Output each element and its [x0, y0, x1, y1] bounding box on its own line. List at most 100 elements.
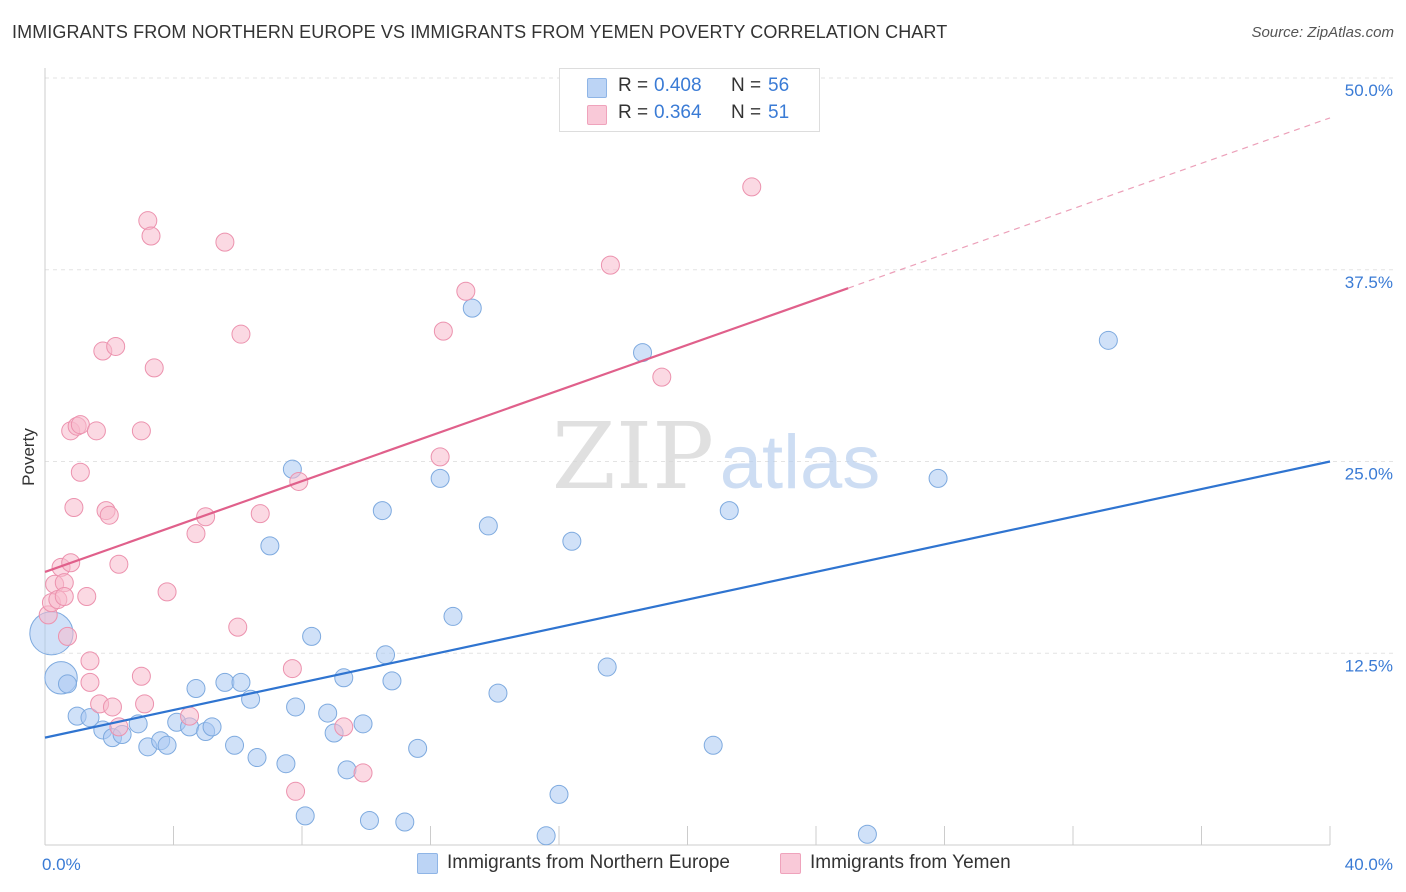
grid-lines [45, 77, 1393, 654]
legend-swatch-northern-europe [417, 853, 438, 874]
point-yemen [57, 626, 77, 646]
point-northern-europe [928, 468, 948, 488]
y-axis-title: Poverty [19, 428, 38, 486]
y-tick-label: 37.5% [1345, 273, 1393, 292]
point-northern-europe [302, 626, 322, 646]
point-northern-europe [478, 516, 498, 536]
point-yemen [228, 617, 248, 637]
watermark-zip: ZIP [552, 403, 714, 510]
point-yemen [652, 367, 672, 387]
n-value: 56 [768, 75, 790, 96]
point-northern-europe [202, 717, 222, 737]
point-northern-europe [488, 683, 508, 703]
point-yemen [353, 763, 373, 783]
point-northern-europe [225, 735, 245, 755]
n-label: N = [731, 102, 762, 123]
chart-title: IMMIGRANTS FROM NORTHERN EUROPE VS IMMIG… [12, 22, 948, 42]
watermark: ZIP atlas [552, 403, 880, 510]
point-yemen [141, 226, 161, 246]
trend-extension-yemen [847, 117, 1331, 289]
swatch-yemen [587, 105, 607, 125]
point-northern-europe [80, 708, 100, 728]
trend-line-yemen [44, 287, 849, 573]
point-northern-europe [157, 735, 177, 755]
point-yemen [157, 582, 177, 602]
point-yemen [286, 781, 306, 801]
trend-line-northern-europe [44, 460, 1331, 739]
point-yemen [430, 447, 450, 467]
point-northern-europe [295, 806, 315, 826]
point-yemen [54, 586, 74, 606]
point-northern-europe [215, 672, 235, 692]
source-credit: Source: ZipAtlas.com [1251, 24, 1394, 41]
point-northern-europe [562, 531, 582, 551]
legend-label-northern-europe: Immigrants from Northern Europe [447, 852, 730, 873]
x-tick-label-min: 0.0% [42, 855, 81, 874]
r-value: 0.408 [654, 75, 702, 96]
point-northern-europe [395, 812, 415, 832]
point-northern-europe [719, 501, 739, 521]
point-northern-europe [443, 606, 463, 626]
point-northern-europe [359, 810, 379, 830]
point-yemen [456, 281, 476, 301]
point-northern-europe [597, 657, 617, 677]
point-northern-europe [376, 645, 396, 665]
point-yemen [433, 321, 453, 341]
n-label: N = [731, 75, 762, 96]
x-tick-label-max: 40.0% [1345, 855, 1393, 874]
point-yemen [109, 554, 129, 574]
point-yemen [70, 462, 90, 482]
point-yemen [334, 717, 354, 737]
point-northern-europe [703, 735, 723, 755]
point-yemen [742, 177, 762, 197]
point-yemen [102, 697, 122, 717]
point-yemen [86, 421, 106, 441]
point-yemen [180, 706, 200, 726]
point-yemen [144, 358, 164, 378]
point-yemen [231, 324, 251, 344]
point-northern-europe [462, 298, 482, 318]
point-northern-europe [536, 826, 556, 846]
point-northern-europe [286, 697, 306, 717]
series-legend: Immigrants from Northern Europe Immigran… [0, 850, 1406, 880]
r-label: R = [618, 102, 649, 123]
point-northern-europe [186, 679, 206, 699]
point-northern-europe [549, 784, 569, 804]
point-northern-europe [408, 738, 428, 758]
point-yemen [131, 666, 151, 686]
point-yemen [186, 524, 206, 544]
point-northern-europe [337, 760, 357, 780]
watermark-atlas: atlas [720, 420, 881, 505]
point-yemen [135, 694, 155, 714]
point-yemen [70, 415, 90, 435]
point-yemen [77, 586, 97, 606]
data-points [29, 177, 1118, 846]
point-northern-europe [318, 703, 338, 723]
point-yemen [600, 255, 620, 275]
point-northern-europe [372, 501, 392, 521]
axes [44, 68, 1331, 846]
r-label: R = [618, 75, 649, 96]
point-northern-europe [57, 674, 77, 694]
stats-legend: R = 0.408 N = 56 R = 0.364 N = 51 [559, 68, 820, 132]
point-yemen [80, 651, 100, 671]
point-northern-europe [260, 536, 280, 556]
point-northern-europe [382, 671, 402, 691]
point-northern-europe [857, 824, 877, 844]
point-yemen [250, 504, 270, 524]
point-yemen [80, 672, 100, 692]
point-yemen [196, 507, 216, 527]
y-tick-label: 25.0% [1345, 465, 1393, 484]
legend-label-yemen: Immigrants from Yemen [810, 852, 1011, 873]
point-yemen [138, 211, 158, 231]
n-value: 51 [768, 102, 790, 123]
point-northern-europe [353, 714, 373, 734]
point-northern-europe [276, 754, 296, 774]
point-northern-europe [430, 468, 450, 488]
point-yemen [215, 232, 235, 252]
swatch-northern-europe [587, 78, 607, 98]
r-value: 0.364 [654, 102, 702, 123]
y-tick-label: 12.5% [1345, 656, 1393, 675]
trend-lines [44, 117, 1331, 739]
